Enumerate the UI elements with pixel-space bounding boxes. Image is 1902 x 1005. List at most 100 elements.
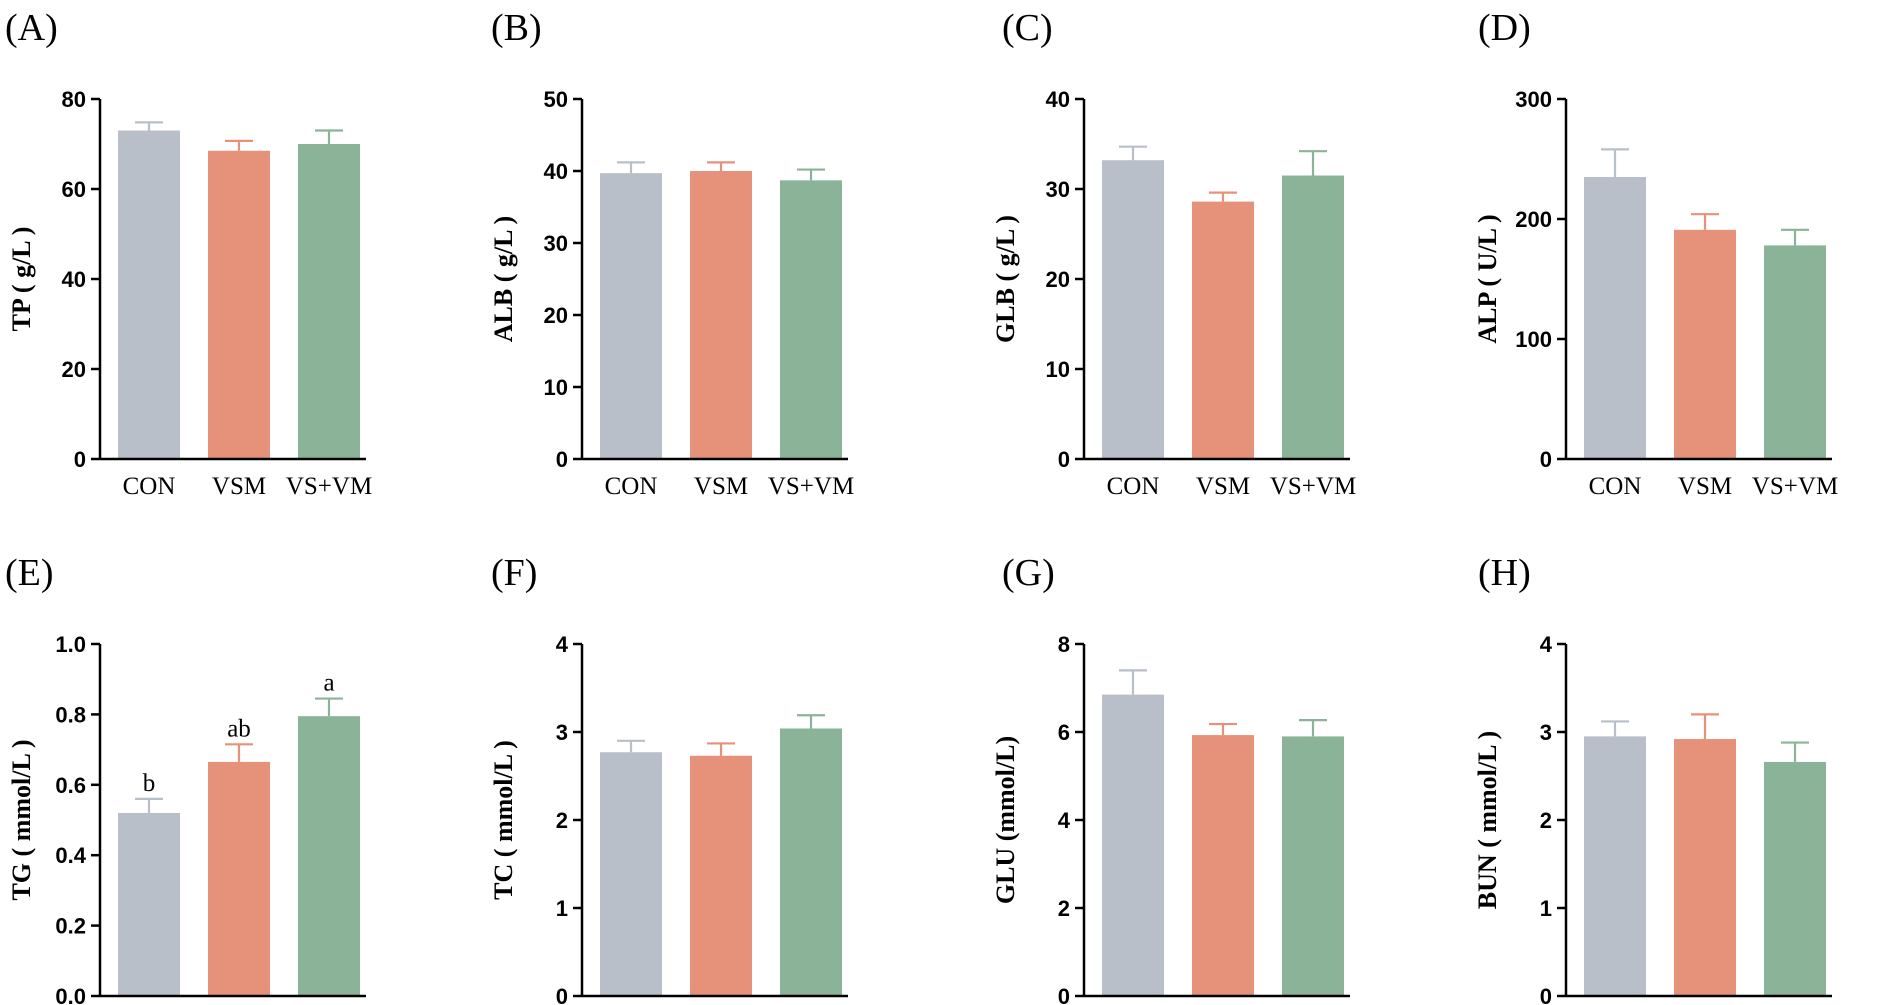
bar-con [600, 173, 662, 459]
y-tick-label: 0 [74, 447, 86, 472]
y-tick-label: 0.8 [55, 702, 86, 727]
significance-label: a [323, 670, 334, 697]
significance-label: b [143, 770, 156, 797]
y-tick-label: 0 [1540, 447, 1552, 472]
x-tick-label: CON [1107, 473, 1160, 500]
bar-vs-vm [1764, 761, 1826, 996]
y-tick-label: 1 [1540, 896, 1552, 921]
bar-con [1102, 694, 1164, 996]
bar-con [118, 812, 180, 996]
y-tick-label: 0 [1058, 984, 1070, 1005]
panel-0: (A) TP ( g/L ) CON VSM VS+VM 0 20 40 60 80 [5, 7, 372, 500]
y-tick-label: 2 [1540, 808, 1552, 833]
y-tick-label: 10 [1046, 357, 1070, 382]
bar-vs-vm [1764, 245, 1826, 459]
y-tick-label: 4 [556, 632, 569, 657]
x-tick-label: VS+VM [1270, 473, 1356, 500]
x-tick-label: VSM [1678, 473, 1732, 500]
panel-1: (B) ALB ( g/L ) CON VSM VS+VM 0 10 20 30 40 50 [489, 7, 854, 500]
x-tick-label: VSM [694, 473, 748, 500]
y-tick-label: 100 [1515, 327, 1552, 352]
bar-vsm [1192, 201, 1254, 459]
y-tick-label: 0 [1058, 447, 1070, 472]
bar-vs-vm [1282, 175, 1344, 459]
panel-4: (E)TG ( mmol/L )bCONabVSMaVS+VM0.00.20.4… [5, 552, 366, 1005]
bar-vs-vm [298, 716, 360, 996]
y-tick-label: 300 [1515, 87, 1552, 112]
y-tick-label: 4 [1540, 632, 1553, 657]
bar-vsm [1192, 735, 1254, 996]
y-tick-label: 3 [556, 720, 568, 745]
y-tick-label: 0.0 [55, 984, 86, 1005]
y-tick-label: 60 [62, 177, 86, 202]
y-tick-label: 1 [556, 896, 568, 921]
y-axis-label: TG ( mmol/L ) [7, 739, 36, 900]
panel-label: (A) [5, 7, 58, 49]
bar-vsm [1674, 739, 1736, 996]
y-axis-label: ALB ( g/L ) [489, 216, 518, 342]
y-axis-label: TP ( g/L ) [7, 227, 36, 332]
bar-vsm [208, 761, 270, 996]
x-tick-label: VSM [1196, 473, 1250, 500]
bar-vsm [208, 150, 270, 459]
y-tick-label: 1.0 [55, 632, 86, 657]
y-tick-label: 0 [1540, 984, 1552, 1005]
y-tick-label: 50 [544, 87, 568, 112]
panel-label: (G) [1002, 552, 1055, 594]
y-axis-label: TC ( mmol/L ) [489, 740, 518, 900]
bar-con [1102, 160, 1164, 459]
y-tick-label: 0.2 [55, 914, 86, 939]
y-tick-label: 10 [544, 375, 568, 400]
panel-label: (F) [491, 552, 537, 594]
significance-label: ab [227, 715, 251, 742]
y-tick-label: 3 [1540, 720, 1552, 745]
y-tick-label: 20 [62, 357, 86, 382]
y-tick-label: 6 [1058, 720, 1070, 745]
y-tick-label: 2 [556, 808, 568, 833]
y-tick-label: 40 [62, 267, 86, 292]
y-axis-label: GLB ( g/L ) [991, 215, 1020, 343]
bar-con [1584, 736, 1646, 996]
y-tick-label: 200 [1515, 207, 1552, 232]
bar-vsm [690, 755, 752, 996]
y-tick-label: 40 [544, 159, 568, 184]
y-tick-label: 0 [556, 984, 568, 1005]
y-axis-label: BUN ( mmol/L ) [1473, 731, 1502, 909]
y-tick-label: 30 [544, 231, 568, 256]
bar-con [118, 130, 180, 459]
bar-vsm [690, 171, 752, 459]
bar-vsm [1674, 229, 1736, 459]
y-tick-label: 30 [1046, 177, 1070, 202]
panel-2: (C) GLB ( g/L ) CON VSM VS+VM 0 10 20 30 40 [991, 7, 1356, 500]
x-tick-label: CON [1589, 473, 1642, 500]
panel-label: (B) [491, 7, 542, 49]
y-axis-label: GLU (mmol/L) [991, 736, 1020, 904]
bar-con [600, 752, 662, 996]
x-tick-label: VSM [212, 473, 266, 500]
y-tick-label: 0.6 [55, 773, 86, 798]
panel-3: (D) ALP ( U/L ) CON VSM VS+VM 0 100 200 300 [1473, 7, 1838, 500]
panel-label: (H) [1478, 552, 1531, 594]
y-tick-label: 4 [1058, 808, 1071, 833]
x-tick-label: VS+VM [1752, 473, 1838, 500]
y-axis-label: ALP ( U/L ) [1473, 214, 1502, 343]
bar-con [1584, 177, 1646, 459]
panel-label: (E) [5, 552, 54, 594]
x-tick-label: VS+VM [286, 473, 372, 500]
y-tick-label: 80 [62, 87, 86, 112]
bar-vs-vm [780, 728, 842, 996]
y-tick-label: 40 [1046, 87, 1070, 112]
y-tick-label: 20 [1046, 267, 1070, 292]
bar-vs-vm [298, 144, 360, 459]
panel-label: (C) [1002, 7, 1053, 49]
y-tick-label: 2 [1058, 896, 1070, 921]
y-tick-label: 8 [1058, 632, 1070, 657]
x-tick-label: VS+VM [768, 473, 854, 500]
bar-vs-vm [780, 180, 842, 460]
y-tick-label: 0 [556, 447, 568, 472]
y-tick-label: 0.4 [55, 843, 86, 868]
y-tick-label: 20 [544, 303, 568, 328]
